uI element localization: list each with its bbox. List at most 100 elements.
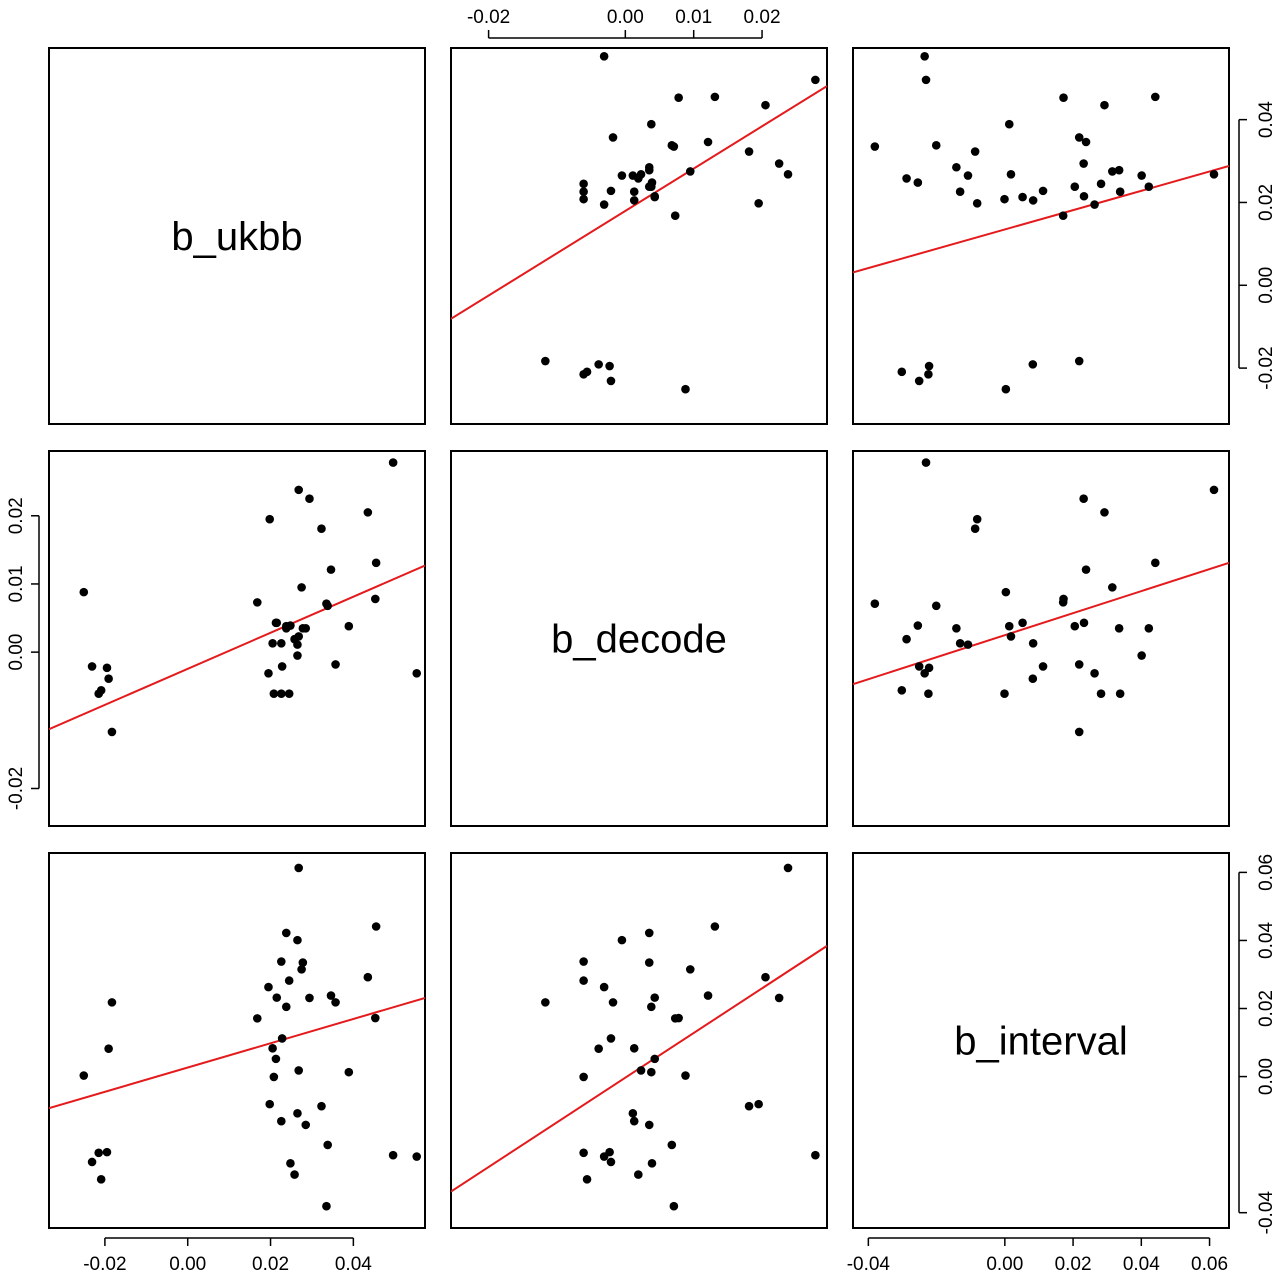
data-point (277, 1034, 287, 1043)
data-point (636, 1066, 646, 1075)
data-point (902, 634, 911, 644)
data-point (952, 623, 961, 633)
data-point (1028, 638, 1038, 648)
data-point (1209, 169, 1219, 179)
data-point (931, 601, 941, 611)
data-point (955, 187, 965, 196)
data-point (1001, 587, 1011, 597)
data-point (1059, 594, 1068, 604)
axis-bottom-b_interval: -0.04 0.00 0.02 0.04 0.06 (847, 1237, 1228, 1275)
data-point (293, 1109, 302, 1118)
data-point (301, 623, 311, 633)
data-point (754, 198, 763, 208)
data-point (605, 361, 614, 371)
data-point (670, 211, 680, 221)
data-point (107, 727, 117, 737)
data-point (277, 638, 286, 648)
data-point (264, 982, 273, 992)
data-point (1114, 623, 1124, 633)
panel-b_ukbb-vs-b_decode (450, 47, 828, 425)
data-point (1115, 689, 1125, 699)
data-point (294, 863, 304, 873)
data-point (363, 972, 373, 982)
data-point (1059, 93, 1068, 102)
data-point (599, 51, 609, 61)
panel-frame (450, 47, 828, 425)
data-point (685, 965, 695, 974)
data-point (272, 993, 282, 1002)
data-point (102, 1147, 112, 1157)
tick-label: 0.00 (169, 1254, 206, 1275)
data-point (1144, 182, 1154, 192)
data-point (606, 1157, 616, 1167)
data-point (972, 514, 982, 524)
axis-right-b_interval: -0.04 0.00 0.02 0.04 0.06 (1238, 854, 1277, 1234)
data-point (293, 651, 302, 660)
data-point (685, 167, 695, 176)
data-point (388, 458, 398, 467)
data-point (599, 982, 609, 992)
data-point (703, 991, 713, 1000)
data-point (1070, 621, 1080, 631)
data-point (629, 187, 639, 196)
data-point (363, 508, 373, 517)
panel-b_decode-vs-b_decode: b_decode (450, 450, 828, 827)
data-point (331, 660, 340, 669)
data-point (371, 1013, 380, 1023)
data-point (1074, 660, 1084, 669)
fit-line (853, 165, 1229, 274)
data-point (104, 1044, 113, 1053)
data-point (269, 689, 279, 699)
data-point (1000, 194, 1009, 204)
data-point (87, 662, 97, 671)
variable-label: b_decode (551, 618, 727, 662)
tick-label: -0.04 (847, 1254, 891, 1275)
data-point (301, 1120, 311, 1130)
data-point (608, 998, 618, 1007)
data-point (579, 976, 588, 985)
data-point (1070, 182, 1080, 192)
data-point (102, 663, 112, 673)
fit-line (49, 997, 425, 1110)
data-point (606, 1034, 616, 1043)
data-point (1004, 119, 1014, 129)
data-point (761, 972, 770, 982)
data-point (271, 1054, 281, 1064)
data-point (783, 169, 793, 179)
data-point (293, 935, 302, 945)
data-point (331, 998, 340, 1007)
data-point (629, 196, 639, 205)
tick-label: -0.02 (6, 767, 27, 810)
data-point (754, 1099, 763, 1109)
data-point (681, 1071, 690, 1080)
data-point (608, 133, 618, 142)
data-point (870, 142, 880, 151)
data-point (96, 1175, 106, 1184)
panel-frame (48, 450, 426, 827)
axis-top-b_decode: -0.02 0.00 0.01 0.02 (467, 7, 781, 39)
data-point (1151, 558, 1160, 568)
data-point (412, 1152, 422, 1161)
data-point (1108, 167, 1117, 176)
data-point (617, 171, 627, 180)
data-point (674, 1013, 683, 1023)
data-point (579, 957, 588, 966)
data-point (1000, 689, 1009, 699)
data-point (1038, 186, 1048, 196)
data-point (1209, 485, 1219, 495)
data-point (1006, 169, 1016, 179)
data-point (972, 198, 982, 208)
data-point (252, 1014, 262, 1023)
data-point (272, 618, 282, 628)
data-point (277, 689, 286, 699)
data-point (617, 935, 627, 945)
data-point (290, 1170, 299, 1179)
data-point (920, 668, 929, 678)
data-point (1108, 583, 1117, 592)
data-point (277, 957, 286, 966)
data-point (252, 598, 262, 607)
data-point (644, 958, 654, 967)
axis-left-b_decode: -0.02 0.00 0.01 0.02 (6, 497, 40, 810)
data-point (924, 370, 933, 379)
data-point (647, 1002, 656, 1012)
